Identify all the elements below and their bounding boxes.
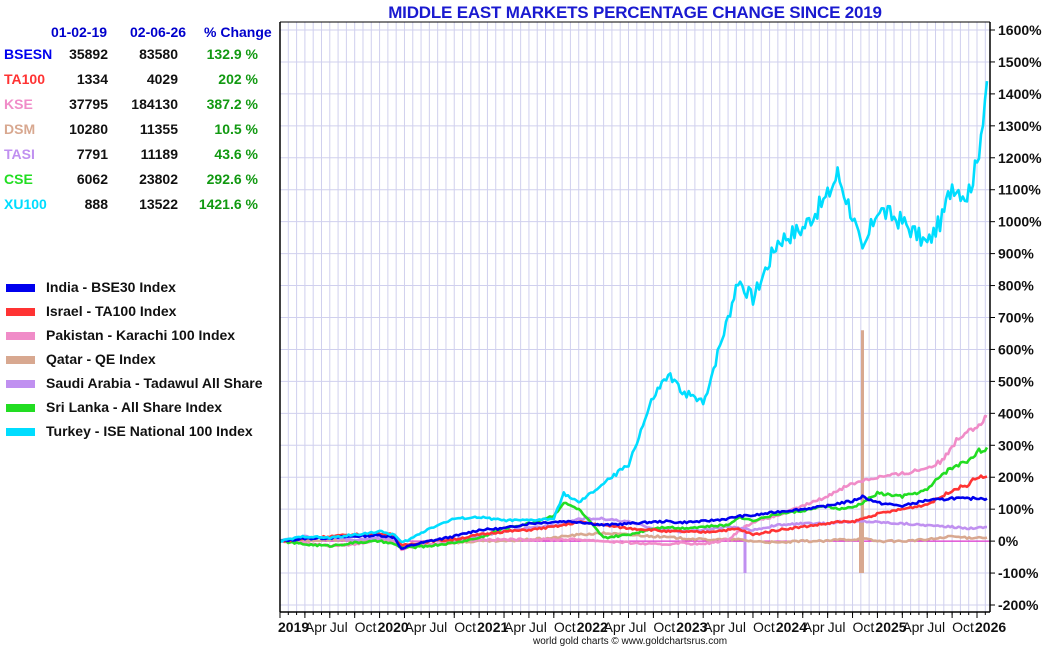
credit: world gold charts © www.goldchartsrus.co… [533, 636, 728, 647]
x-tick-label: 2020 [378, 619, 409, 635]
start-value: 7791 [76, 146, 108, 162]
end-value: 23802 [139, 171, 178, 187]
x-tick-label: Apr [902, 619, 924, 635]
x-tick-label: 2025 [875, 619, 906, 635]
series-line-xu100 [279, 80, 989, 544]
x-tick-label: Jul [828, 619, 846, 635]
percent-change: 387.2 % [206, 96, 258, 112]
legend-label: Israel - TA100 Index [46, 303, 177, 319]
x-tick-label: Jul [629, 619, 647, 635]
header-end-date: 02-06-26 [130, 24, 187, 40]
y-tick-label: 1200% [998, 150, 1042, 166]
legend-swatch [6, 308, 35, 316]
x-tick-label: 2023 [676, 619, 707, 635]
header-start-date: 01-02-19 [51, 24, 108, 40]
x-tick-label: 2022 [577, 619, 608, 635]
y-tick-label: 1500% [998, 54, 1042, 70]
end-value: 11189 [140, 146, 178, 162]
start-value: 6062 [76, 171, 108, 187]
percent-change: 292.6 % [206, 171, 258, 187]
start-value: 888 [84, 196, 108, 212]
y-tick-label: 500% [998, 373, 1034, 389]
end-value: 13522 [139, 196, 178, 212]
x-tick-label: 2026 [975, 619, 1006, 635]
x-tick-label: Jul [429, 619, 447, 635]
percent-change: 132.9 % [206, 46, 258, 62]
start-value: 10280 [69, 121, 108, 137]
x-tick-label: Apr [803, 619, 825, 635]
series-line-ta100 [279, 474, 988, 547]
index-code: DSM [4, 121, 36, 137]
end-value: 83580 [139, 46, 178, 62]
legend-swatch [6, 356, 35, 364]
legend-swatch [6, 404, 35, 412]
x-tick-label: Oct [454, 619, 476, 635]
header-change: % Change [204, 24, 272, 40]
x-tick-label: Oct [653, 619, 675, 635]
end-value: 4029 [146, 71, 178, 87]
series-line-bsesn [279, 494, 988, 550]
y-tick-label: 900% [998, 246, 1034, 262]
y-tick-label: 200% [998, 469, 1034, 485]
legend-label: Sri Lanka - All Share Index [46, 399, 223, 415]
legend-label: Pakistan - Karachi 100 Index [46, 327, 236, 343]
index-code: XU100 [4, 196, 47, 212]
index-code: TASI [4, 146, 35, 162]
y-tick-label: 1300% [998, 118, 1042, 134]
x-tick-label: Apr [305, 619, 327, 635]
x-tick-label: Jul [728, 619, 746, 635]
y-tick-label: -100% [998, 565, 1039, 581]
x-tick-label: Oct [753, 619, 775, 635]
chart-title: MIDDLE EAST MARKETS PERCENTAGE CHANGE SI… [388, 3, 882, 22]
start-value: 35892 [69, 46, 108, 62]
legend-label: India - BSE30 Index [46, 279, 176, 295]
percent-change: 202 % [218, 71, 258, 87]
y-tick-label: 600% [998, 341, 1034, 357]
index-code: KSE [4, 96, 33, 112]
y-tick-label: 800% [998, 278, 1034, 294]
y-tick-label: 1100% [998, 182, 1041, 198]
x-tick-label: Oct [952, 619, 974, 635]
y-tick-label: 1400% [998, 86, 1042, 102]
y-tick-label: 300% [998, 437, 1034, 453]
y-tick-label: 100% [998, 501, 1034, 517]
x-tick-label: Apr [504, 619, 526, 635]
percent-change: 43.6 % [214, 146, 258, 162]
x-tick-label: Jul [927, 619, 945, 635]
legend-label: Saudi Arabia - Tadawul All Share [46, 375, 263, 391]
x-tick-label: Apr [604, 619, 626, 635]
x-tick-label: Apr [404, 619, 426, 635]
index-code: BSESN [4, 46, 53, 62]
y-tick-label: 0% [998, 533, 1019, 549]
y-tick-label: -200% [998, 597, 1039, 613]
x-tick-label: 2024 [776, 619, 807, 635]
x-tick-label: Oct [853, 619, 875, 635]
y-tick-label: 700% [998, 310, 1034, 326]
legend-swatch [6, 428, 35, 436]
x-tick-label: 2019 [278, 619, 309, 635]
index-code: CSE [4, 171, 33, 187]
x-tick-label: Jul [529, 619, 547, 635]
legend-swatch [6, 380, 35, 388]
end-value: 184130 [131, 96, 178, 112]
index-code: TA100 [4, 71, 45, 87]
legend-swatch [6, 332, 35, 340]
y-tick-label: 400% [998, 405, 1034, 421]
x-tick-label: Oct [554, 619, 576, 635]
legend-label: Qatar - QE Index [46, 351, 156, 367]
x-tick-label: Apr [703, 619, 725, 635]
x-tick-label: 2021 [477, 619, 508, 635]
percent-change: 10.5 % [214, 121, 258, 137]
legend-label: Turkey - ISE National 100 Index [46, 423, 253, 439]
percent-change: 1421.6 % [198, 196, 258, 212]
x-tick-label: Jul [330, 619, 348, 635]
start-value: 37795 [69, 96, 108, 112]
y-tick-label: 1600% [998, 22, 1042, 38]
legend-swatch [6, 284, 35, 292]
y-tick-label: 1000% [998, 214, 1042, 230]
start-value: 1334 [76, 71, 108, 87]
x-tick-label: Oct [355, 619, 377, 635]
end-value: 11355 [139, 121, 178, 137]
